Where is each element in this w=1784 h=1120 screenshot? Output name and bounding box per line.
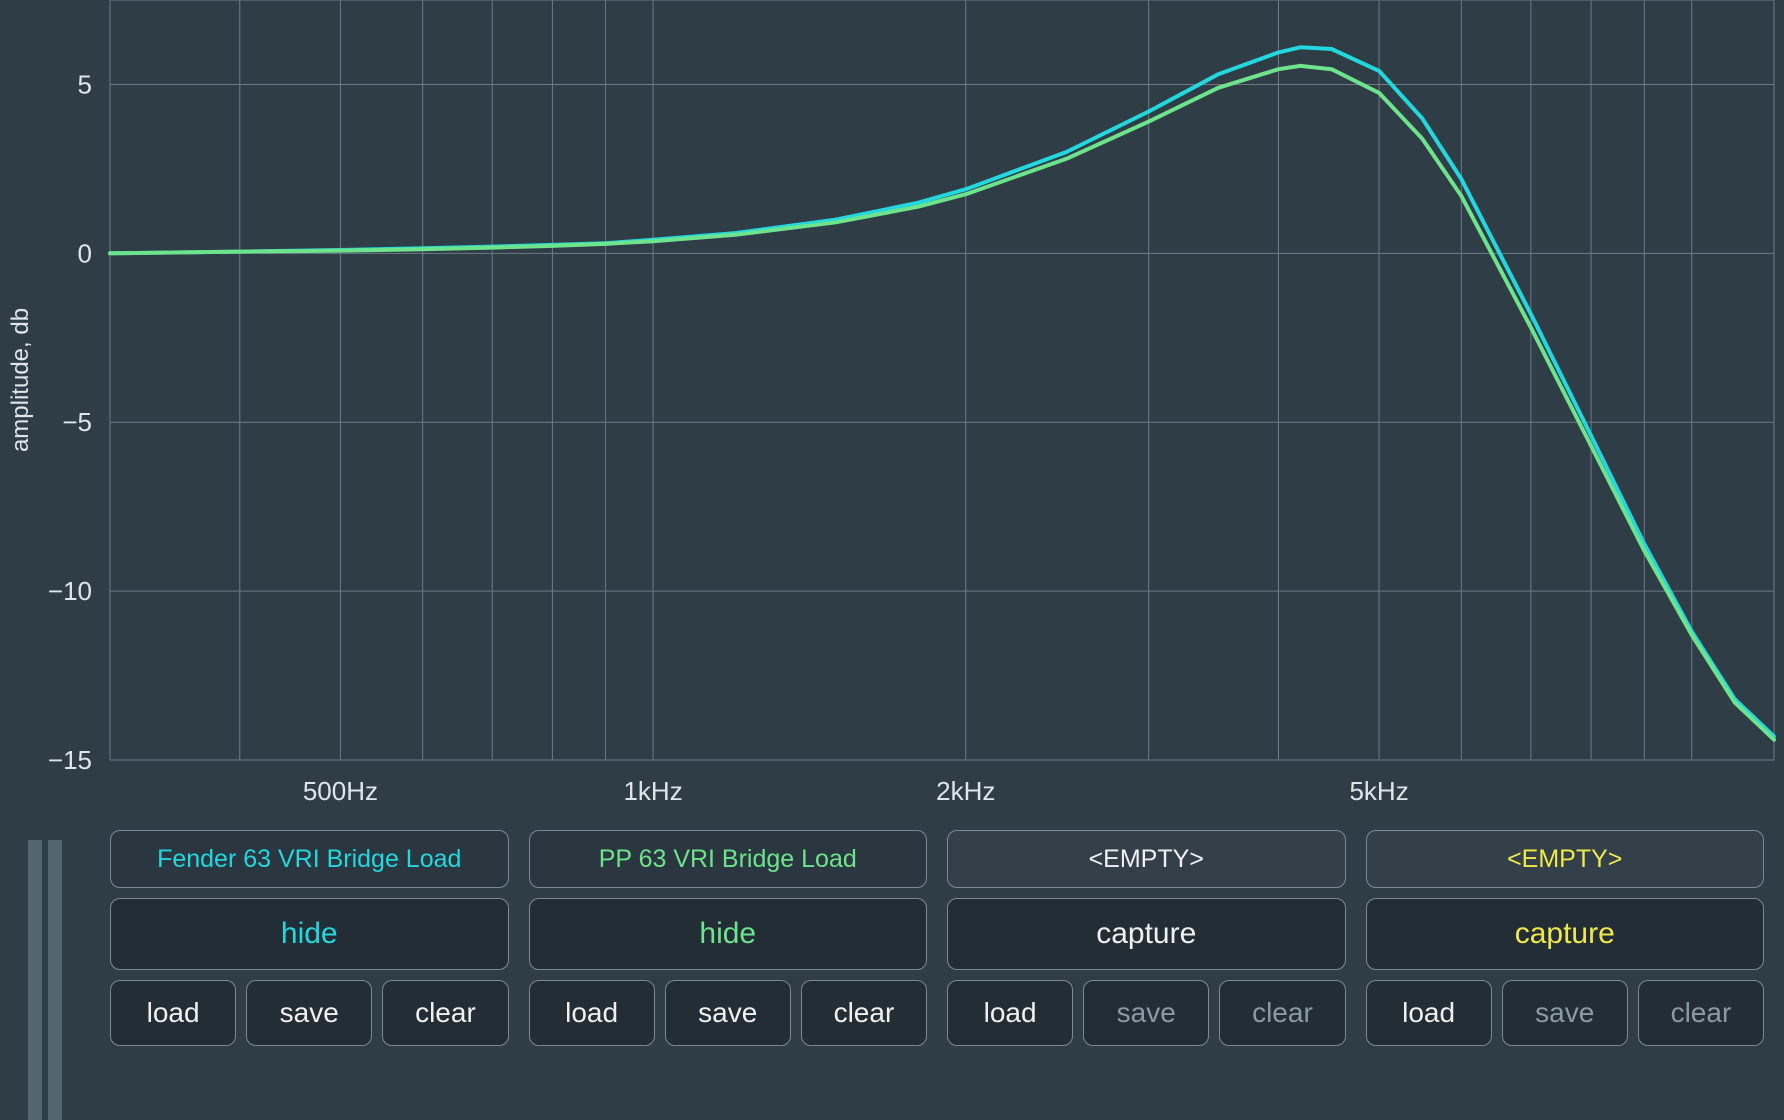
slot-3-load-button[interactable]: load (947, 980, 1073, 1046)
slot-1-action-row: loadsaveclear (110, 980, 509, 1046)
level-meters (0, 820, 90, 1120)
frequency-response-chart: −15 −10 −5 0 5 500Hz 1kHz 2kHz 5kHz amplitude, db (0, 0, 1784, 820)
svg-text:5kHz: 5kHz (1349, 776, 1408, 806)
slot-2-title-button[interactable]: PP 63 VRI Bridge Load (529, 830, 928, 888)
slot-1-load-button[interactable]: load (110, 980, 236, 1046)
slot-3-capture-button[interactable]: capture (947, 898, 1346, 970)
svg-text:−10: −10 (48, 576, 92, 606)
slot-container: Fender 63 VRI Bridge Loadhideloadsavecle… (90, 820, 1784, 1120)
slot-4: <EMPTY> capture loadsaveclear (1366, 830, 1765, 1110)
slot-1-clear-button[interactable]: clear (382, 980, 508, 1046)
slot-2-hide-button[interactable]: hide (529, 898, 928, 970)
slot-2-action-row: loadsaveclear (529, 980, 928, 1046)
svg-text:−5: −5 (62, 407, 92, 437)
slot-3-action-row: loadsaveclear (947, 980, 1346, 1046)
slot-3-title-button[interactable]: <EMPTY> (947, 830, 1346, 888)
svg-text:1kHz: 1kHz (623, 776, 682, 806)
controls-row: Fender 63 VRI Bridge Loadhideloadsavecle… (0, 820, 1784, 1120)
slot-1-hide-button[interactable]: hide (110, 898, 509, 970)
meter-bar-right (48, 840, 62, 1120)
slot-1-title-button[interactable]: Fender 63 VRI Bridge Load (110, 830, 509, 888)
slot-3: <EMPTY> capture loadsaveclear (947, 830, 1346, 1110)
slot-2-load-button[interactable]: load (529, 980, 655, 1046)
svg-text:amplitude, db: amplitude, db (7, 308, 34, 452)
slot-4-action-row: loadsaveclear (1366, 980, 1765, 1046)
slot-4-title-button[interactable]: <EMPTY> (1366, 830, 1765, 888)
svg-text:5: 5 (78, 69, 92, 99)
slot-2-save-button[interactable]: save (665, 980, 791, 1046)
meter-bar-left (28, 840, 42, 1120)
slot-3-save-button: save (1083, 980, 1209, 1046)
svg-text:500Hz: 500Hz (303, 776, 378, 806)
svg-text:−15: −15 (48, 745, 92, 775)
slot-4-load-button[interactable]: load (1366, 980, 1492, 1046)
slot-4-save-button: save (1502, 980, 1628, 1046)
slot-1: Fender 63 VRI Bridge Load hide loadsavecle… (110, 830, 509, 1110)
svg-text:0: 0 (78, 238, 92, 268)
slot-4-capture-button[interactable]: capture (1366, 898, 1765, 970)
slot-2-clear-button[interactable]: clear (801, 980, 927, 1046)
slot-2: PP 63 VRI Bridge Load hide loadsaveclear (529, 830, 928, 1110)
slot-1-save-button[interactable]: save (246, 980, 372, 1046)
slot-4-clear-button: clear (1638, 980, 1764, 1046)
slot-3-clear-button: clear (1219, 980, 1345, 1046)
svg-text:2kHz: 2kHz (936, 776, 995, 806)
